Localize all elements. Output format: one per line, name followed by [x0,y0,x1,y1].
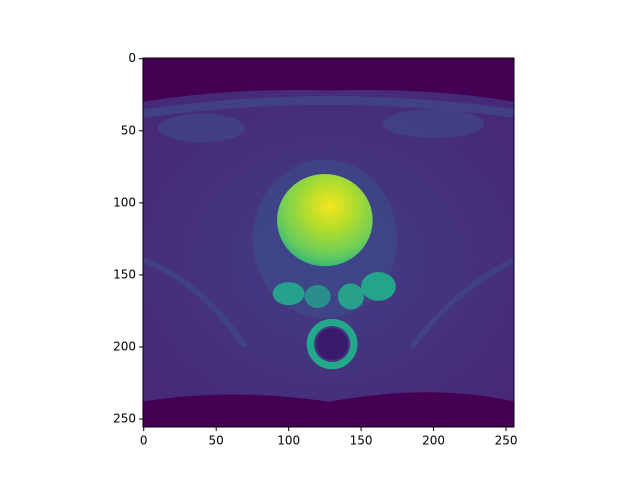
image [143,58,514,427]
x-tick-label: 250 [495,434,518,448]
y-tick-label: 100 [113,195,136,209]
y-tick-label: 150 [113,267,136,281]
x-tick-label: 100 [277,434,300,448]
y-tick-label: 250 [113,412,136,426]
x-tick-label: 200 [422,434,445,448]
y-tick-label: 50 [121,123,136,137]
x-tick-label: 150 [350,434,373,448]
x-tick-label: 0 [140,434,148,448]
x-tick-label: 50 [209,434,224,448]
axes-frame [142,57,515,428]
y-tick-label: 200 [113,340,136,354]
y-tick-label: 0 [128,51,136,65]
